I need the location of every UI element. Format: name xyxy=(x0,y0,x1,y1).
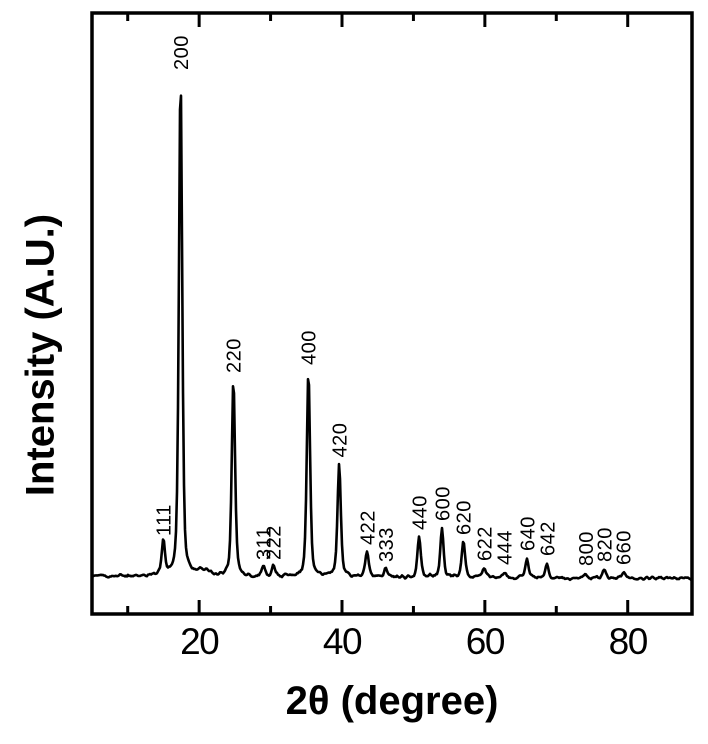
axis-ticks xyxy=(126,13,630,614)
peak-label-111: 111 xyxy=(154,504,176,536)
x-axis-title: 2θ (degree) xyxy=(285,679,499,723)
peak-label-222: 222 xyxy=(264,525,286,560)
x-tick-label-40: 40 xyxy=(322,621,363,662)
peak-label-642: 642 xyxy=(537,521,559,556)
peak-label-440: 440 xyxy=(409,495,431,530)
peak-label-800: 800 xyxy=(576,531,598,566)
xrd-trace xyxy=(90,94,694,582)
peak-label-622: 622 xyxy=(474,526,496,561)
peak-label-200: 200 xyxy=(171,35,193,70)
y-axis-title: Intensity (A.U.) xyxy=(18,213,63,497)
x-tick-label-60: 60 xyxy=(465,621,506,662)
peak-label-420: 420 xyxy=(329,423,351,458)
x-tick-label-80: 80 xyxy=(608,621,649,662)
peak-label-220: 220 xyxy=(224,338,246,373)
peak-label-640: 640 xyxy=(517,516,539,551)
peak-label-400: 400 xyxy=(299,330,321,365)
peak-label-444: 444 xyxy=(494,530,516,565)
peak-label-600: 600 xyxy=(432,486,454,521)
peak-label-820: 820 xyxy=(594,527,616,562)
peak-label-660: 660 xyxy=(614,530,636,565)
peak-label-620: 620 xyxy=(454,500,476,535)
peak-label-311: 311 xyxy=(254,527,276,560)
peak-label-333: 333 xyxy=(376,527,398,562)
peak-label-422: 422 xyxy=(357,510,379,545)
plot-frame xyxy=(90,11,694,616)
x-tick-label-20: 20 xyxy=(180,621,220,662)
